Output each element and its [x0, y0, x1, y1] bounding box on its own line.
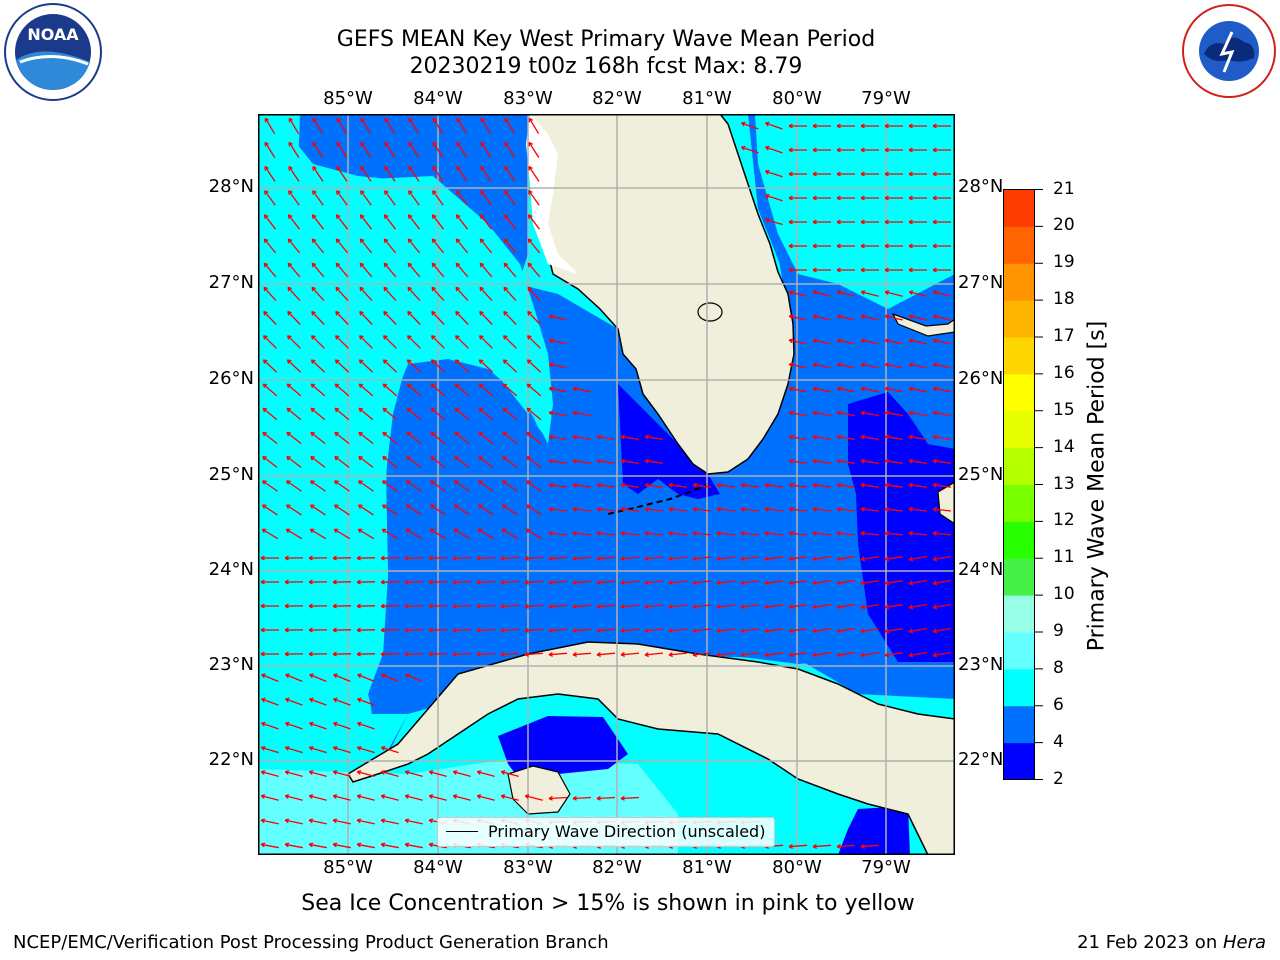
lon-label-bottom: 81°W: [682, 857, 732, 878]
lat-label-right: 28°N: [958, 176, 1004, 197]
colorbar-title: Primary Wave Mean Period [s]: [1084, 320, 1110, 652]
colorbar-segment: [1003, 410, 1035, 449]
lon-label-bottom: 82°W: [592, 857, 642, 878]
colorbar-tick-label: 21: [1053, 178, 1075, 199]
lat-label-left: 28°N: [208, 176, 254, 197]
legend-line-icon: [446, 831, 478, 832]
colorbar-tick-label: 14: [1053, 436, 1075, 457]
sea-ice-note: Sea Ice Concentration > 15% is shown in …: [301, 891, 915, 916]
colorbar-segment: [1003, 226, 1035, 264]
period-band-2-4-southeast: [838, 806, 910, 855]
colorbar-segment: [1003, 337, 1035, 375]
colorbar-segment: [1003, 668, 1035, 707]
colorbar-segment: [1003, 300, 1035, 338]
grand-bahama: [891, 312, 955, 337]
footer-date: 21 Feb 2023 on: [1077, 932, 1223, 953]
period-band-4-6-north: [293, 114, 528, 284]
colorbar-tick-label: 18: [1053, 289, 1075, 310]
florida-coast-mask: [526, 114, 578, 274]
wave-direction-arrows: [260, 117, 952, 849]
noaa-logo-icon: NOAA: [4, 3, 102, 101]
colorbar-segment: [1003, 558, 1035, 596]
colorbar-tick-label: 20: [1053, 215, 1075, 236]
lon-label-top: 81°W: [682, 88, 732, 109]
colorbar-tick-label: 16: [1053, 362, 1075, 383]
legend-label: Primary Wave Direction (unscaled): [488, 822, 766, 841]
colorbar-tick-label: 11: [1053, 547, 1075, 568]
colorbar-segment: [1003, 632, 1035, 670]
lon-label-bottom: 85°W: [323, 857, 373, 878]
lat-label-right: 22°N: [958, 749, 1004, 770]
colorbar-tick-label: 12: [1053, 510, 1075, 531]
colorbar-segment: [1003, 484, 1035, 522]
period-band-6-8-gulf: [258, 114, 553, 754]
lat-label-left: 25°N: [208, 464, 254, 485]
lon-label-top: 84°W: [413, 88, 463, 109]
footer-host: Hera: [1222, 932, 1266, 953]
lat-label-right: 23°N: [958, 654, 1004, 675]
lake-okeechobee: [697, 302, 723, 322]
colorbar-segment: [1003, 742, 1035, 780]
colorbar-tick-label: 15: [1053, 399, 1075, 420]
lat-label-left: 23°N: [208, 654, 254, 675]
colorbar-tick-label: 4: [1053, 731, 1064, 752]
colorbar-segment: [1003, 263, 1035, 301]
lat-label-left: 24°N: [208, 559, 254, 580]
map-subtitle: 20230219 t00z 168h fcst Max: 8.79: [409, 54, 803, 79]
colorbar-segment: [1003, 595, 1035, 633]
colorbar-segment: [1003, 447, 1035, 485]
lat-label-right: 26°N: [958, 368, 1004, 389]
colorbar-tick-label: 9: [1053, 621, 1064, 641]
period-band-6-8-atlantic: [755, 114, 955, 309]
lat-label-left: 22°N: [208, 749, 254, 770]
colorbar-tick-label: 13: [1053, 473, 1075, 494]
colorbar-tick-label: 19: [1053, 252, 1075, 273]
lon-label-bottom: 79°W: [861, 857, 911, 878]
colorbar-segment: [1003, 705, 1035, 744]
lat-label-right: 27°N: [958, 272, 1004, 293]
lon-label-top: 85°W: [323, 88, 373, 109]
footer-left: NCEP/EMC/Verification Post Processing Pr…: [13, 932, 609, 953]
colorbar-segment: [1003, 189, 1035, 227]
colorbar-tick-label: 6: [1053, 694, 1064, 715]
map-title: GEFS MEAN Key West Primary Wave Mean Per…: [336, 27, 876, 52]
lon-label-top: 83°W: [503, 88, 553, 109]
colorbar: [1003, 189, 1043, 780]
lon-label-top: 82°W: [592, 88, 642, 109]
footer-right: 21 Feb 2023 on Hera: [1077, 932, 1266, 953]
isla-de-la-juventud: [507, 765, 571, 815]
lat-label-right: 25°N: [958, 464, 1004, 485]
colorbar-segment: [1003, 521, 1035, 559]
colorbar-segment: [1003, 373, 1035, 412]
florida-keys: [607, 483, 709, 515]
wave-period-map: [258, 114, 955, 855]
colorbar-tick-label: 8: [1053, 657, 1064, 678]
nws-logo-icon: [1182, 4, 1276, 98]
cuba-landmass: [346, 641, 955, 855]
colorbar-tick-label: 17: [1053, 326, 1075, 346]
lon-label-top: 79°W: [861, 88, 911, 109]
lon-label-bottom: 84°W: [413, 857, 463, 878]
colorbar-tick-label: 2: [1053, 768, 1064, 789]
lat-label-right: 24°N: [958, 559, 1004, 580]
noaa-logo-text: NOAA: [27, 25, 79, 44]
map-frame: [258, 114, 955, 855]
colorbar-tick-label: 10: [1053, 584, 1075, 605]
lon-label-bottom: 83°W: [503, 857, 553, 878]
map-legend: Primary Wave Direction (unscaled): [437, 817, 775, 847]
period-band-2-4-florida-bay: [618, 384, 720, 499]
lon-label-bottom: 80°W: [772, 857, 822, 878]
period-band-2-4-bahamas: [848, 392, 955, 662]
lon-label-top: 80°W: [772, 88, 822, 109]
lat-label-left: 27°N: [208, 272, 254, 293]
lat-label-left: 26°N: [208, 368, 254, 389]
andros-island: [937, 481, 955, 525]
